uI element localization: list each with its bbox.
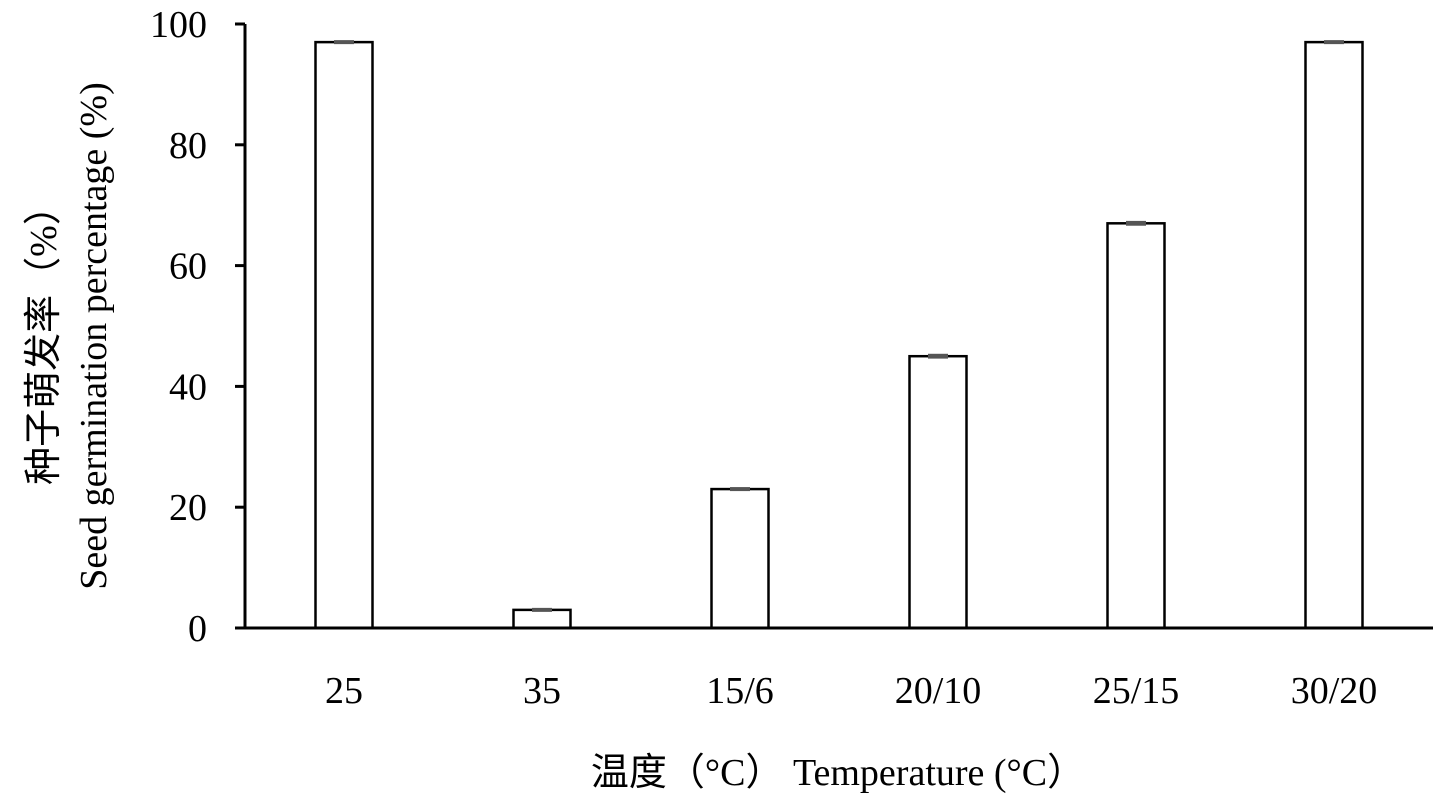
- x-tick-label: 35: [523, 670, 561, 712]
- bar-25-15: [1106, 222, 1166, 630]
- x-tick-label: 25: [325, 670, 363, 712]
- axes-layer: [235, 22, 1433, 630]
- y-tick-label: 60: [169, 246, 207, 288]
- y-tick-label: 0: [188, 608, 207, 650]
- bar-30-20: [1304, 40, 1364, 630]
- error-bar: [532, 607, 552, 612]
- bar-25: [314, 40, 374, 630]
- bar-15-6: [710, 487, 770, 630]
- y-axis-title-english: Seed germination percentage (%): [73, 82, 115, 590]
- y-tick-label: 40: [169, 366, 207, 408]
- x-tick-label: 30/20: [1291, 670, 1378, 712]
- y-axis-title-chinese: 种子萌发率（%）: [23, 187, 65, 485]
- labels-layer: 0 20 40 60 80 100 25 35 15/6 20/10 25/15 30/20: [150, 4, 1377, 712]
- x-tick-label: 20/10: [895, 670, 982, 712]
- error-bar: [730, 487, 750, 492]
- y-tick-label: 100: [150, 4, 207, 46]
- error-bar: [1324, 40, 1344, 45]
- bar-20-10: [908, 354, 968, 630]
- y-tick-label: 20: [169, 487, 207, 529]
- x-axis-title: 温度（°C） Temperature (°C）: [591, 752, 1085, 794]
- bars-layer: [314, 40, 1364, 630]
- y-tick-label: 80: [169, 125, 207, 167]
- bar-35: [512, 608, 572, 630]
- error-bar: [1126, 220, 1146, 226]
- error-bar: [928, 353, 948, 359]
- x-tick-label: 25/15: [1093, 670, 1180, 712]
- error-bar: [334, 40, 354, 45]
- x-tick-label: 15/6: [706, 670, 774, 712]
